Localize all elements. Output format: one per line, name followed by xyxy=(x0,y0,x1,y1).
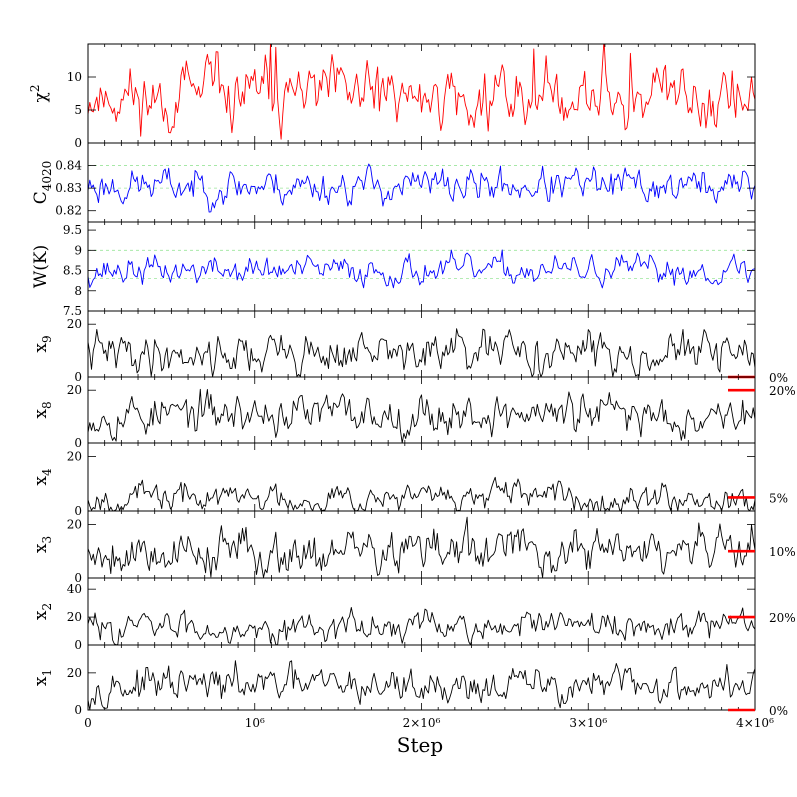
y-axis-label-base: x xyxy=(31,676,51,686)
target-label-x1: 0% xyxy=(769,704,788,718)
panel-x3: 0 20 x3 10% xyxy=(31,510,796,585)
panel-x1: 0 20 x1 0% xyxy=(31,644,788,718)
y-tick-label: 20 xyxy=(67,610,82,624)
y-tick-label: 40 xyxy=(67,582,82,596)
y-axis-label-base: x xyxy=(31,610,51,620)
panel-frame xyxy=(87,142,756,223)
y-axis-label-x3: x3 xyxy=(31,536,54,553)
series-line-c4020 xyxy=(88,163,755,213)
panel-chi2: 0 5 10 χ2 xyxy=(28,43,756,150)
series-line-chi2 xyxy=(88,44,755,140)
panel-frame xyxy=(87,442,756,512)
y-axis-label-wk: W(K) xyxy=(31,245,51,288)
y-axis-label-base: x xyxy=(31,476,51,486)
y-tick-label: 0.84 xyxy=(55,159,82,173)
y-tick-label: 0 xyxy=(74,370,82,384)
y-tick-label: 20 xyxy=(67,383,82,397)
y-tick-label: 0 xyxy=(74,638,82,652)
series-line-x2 xyxy=(88,607,755,645)
panel-x2: 0 20 40 x2 20% xyxy=(31,577,796,652)
panel-frame xyxy=(87,644,756,711)
y-axis-label-base: x xyxy=(31,343,51,353)
trace-panels: 0510χ20.820.830.84C40207.588.599.5W(K)02… xyxy=(28,43,796,718)
x-tick-label: 4×10⁶ xyxy=(736,716,774,730)
x-axis-label: Step xyxy=(397,733,443,757)
y-axis-label-base: W(K) xyxy=(31,245,51,288)
panel-x9: 0 20 x9 0% xyxy=(31,310,788,385)
panel-frame xyxy=(87,221,756,312)
y-tick-label: 8 xyxy=(74,284,82,298)
y-tick-label: 0 xyxy=(74,436,82,450)
y-tick-label: 0.82 xyxy=(55,204,82,218)
y-axis-label-base: χ xyxy=(31,92,51,102)
series-line-x1 xyxy=(88,660,755,710)
y-tick-label: 0.83 xyxy=(55,181,82,195)
series-line-x8 xyxy=(88,388,755,443)
x-tick-label: 0 xyxy=(84,716,92,730)
x-tick-label: 2×10⁶ xyxy=(403,716,441,730)
y-axis-label-subscript: 2 xyxy=(40,603,54,611)
panel-frame xyxy=(87,310,756,378)
target-label-x3: 10% xyxy=(769,545,796,559)
y-axis-label-subscript: 4020 xyxy=(40,161,54,192)
target-label-x2: 20% xyxy=(769,611,796,625)
y-axis-label-chi2: χ2 xyxy=(28,85,51,103)
x-tick-label: 10⁶ xyxy=(245,716,265,730)
y-axis-label-subscript: 1 xyxy=(40,669,54,677)
y-tick-label: 20 xyxy=(67,317,82,331)
panel-x8: 0 20 x8 20% xyxy=(31,376,796,450)
y-axis-label-base: x xyxy=(31,409,51,419)
y-tick-label: 7.5 xyxy=(63,304,82,318)
panel-x4: 0 20 x4 5% xyxy=(31,442,788,518)
y-axis-label-x2: x2 xyxy=(31,603,54,620)
x-axis: 0 10⁶ 2×10⁶ 3×10⁶ 4×10⁶ xyxy=(84,716,774,730)
y-tick-label: 9.5 xyxy=(63,223,82,237)
panel-frame xyxy=(87,376,756,444)
y-axis-label-base: C xyxy=(31,191,51,204)
y-tick-label: 0 xyxy=(74,504,82,518)
series-line-x4 xyxy=(88,476,755,511)
y-tick-label: 9 xyxy=(74,243,82,257)
y-axis-label-superscript: 2 xyxy=(28,85,42,93)
y-tick-label: 20 xyxy=(67,450,82,464)
y-tick-label: 5 xyxy=(74,103,82,117)
y-tick-label: 10 xyxy=(67,70,82,84)
y-axis-label-subscript: 4 xyxy=(40,468,54,476)
y-axis-label-subscript: 3 xyxy=(40,536,54,544)
target-label-x4: 5% xyxy=(769,491,788,505)
series-line-x9 xyxy=(88,328,755,377)
series-line-wk xyxy=(88,249,755,289)
y-axis-label-base: x xyxy=(31,543,51,553)
target-label-x9: 0% xyxy=(769,371,788,385)
panel-wk: 7.5 8 8.5 9 9.5 W(K) xyxy=(31,221,756,318)
y-axis-label-c4020: C4020 xyxy=(31,161,54,205)
y-axis-label-x4: x4 xyxy=(31,468,54,486)
y-axis-label-x8: x8 xyxy=(31,401,54,418)
y-axis-label-subscript: 9 xyxy=(40,335,54,343)
y-axis-label-x9: x9 xyxy=(31,335,54,352)
y-tick-label: 8.5 xyxy=(63,264,82,278)
y-axis-label-subscript: 8 xyxy=(40,401,54,409)
y-tick-label: 0 xyxy=(74,136,82,150)
target-label-x8: 20% xyxy=(769,384,796,398)
y-tick-label: 20 xyxy=(67,666,82,680)
y-tick-label: 0 xyxy=(74,571,82,585)
y-tick-label: 0 xyxy=(74,703,82,717)
y-tick-label: 20 xyxy=(67,517,82,531)
x-tick-label: 3×10⁶ xyxy=(569,716,607,730)
series-line-x3 xyxy=(88,516,755,578)
y-axis-label-x1: x1 xyxy=(31,669,54,686)
panel-frame xyxy=(87,43,756,144)
